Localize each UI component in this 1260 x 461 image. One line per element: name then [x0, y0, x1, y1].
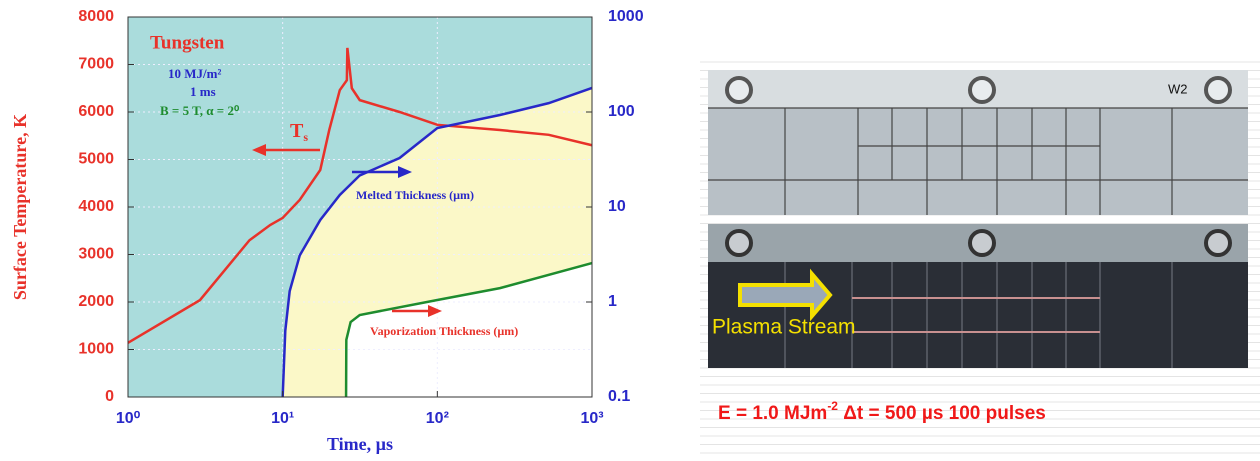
y-tick-label: 4000	[78, 198, 114, 215]
caption-text: Δt = 500 µs 100 pulses	[838, 403, 1046, 424]
photo-before	[708, 70, 1248, 215]
arrow-label: Plasma Stream	[712, 316, 856, 339]
annotation: Tungsten	[150, 32, 225, 53]
y-axis-label: Surface Temperature, K	[10, 114, 30, 300]
y-tick-label: 2000	[78, 293, 114, 310]
y-tick-label: 3000	[78, 246, 114, 263]
x-axis-label: Time, µs	[327, 434, 393, 454]
y2-tick-label: 1000	[608, 8, 644, 25]
sample-label: W2	[1168, 81, 1188, 96]
y-tick-label: 0	[105, 388, 114, 405]
annotation: B = 5 T, α = 2⁰	[160, 103, 240, 118]
y-tick-label: 8000	[78, 8, 114, 25]
photo-after	[708, 224, 1248, 368]
annotation: 10 MJ/m²	[168, 66, 221, 81]
y-tick-label: 7000	[78, 56, 114, 73]
x-tick-label: 10³	[580, 410, 603, 427]
caption: E = 1.0 MJm-2 Δt = 500 µs 100 pulses	[718, 399, 1046, 424]
x-tick-label: 10¹	[271, 410, 294, 427]
series-label: Melted Thickness (µm)	[356, 188, 474, 202]
caption-sup: -2	[827, 399, 838, 413]
caption-text: E = 1.0 MJm	[718, 403, 827, 424]
annotation: s	[303, 130, 308, 144]
y-tick-label: 5000	[78, 151, 114, 168]
y-tick-label: 6000	[78, 103, 114, 120]
y-tick-label: 1000	[78, 341, 114, 358]
annotation: T	[290, 120, 304, 142]
y2-tick-label: 0.1	[608, 388, 630, 405]
x-tick-label: 10⁰	[116, 410, 141, 427]
x-tick-label: 10²	[426, 410, 449, 427]
y2-tick-label: 100	[608, 103, 635, 120]
series-label: Vaporization Thickness (µm)	[370, 324, 518, 338]
y2-tick-label: 1	[608, 293, 617, 310]
y2-tick-label: 10	[608, 198, 626, 215]
annotation: 1 ms	[190, 84, 216, 99]
slide: 10⁰ 10¹ 10² 10³ 0 1000 2000 3000 4000 5000 6000 700…	[0, 0, 1260, 461]
